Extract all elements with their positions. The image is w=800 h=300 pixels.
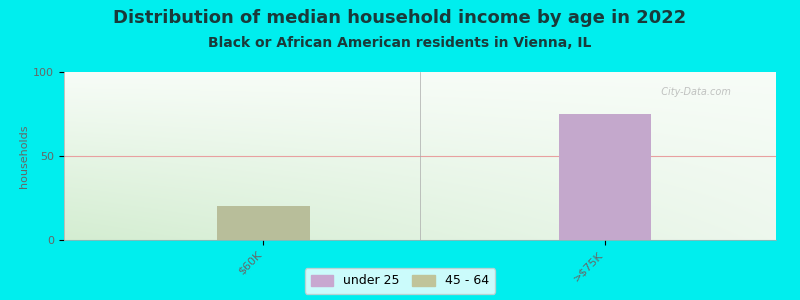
Text: City-Data.com: City-Data.com [655,87,731,97]
Text: Black or African American residents in Vienna, IL: Black or African American residents in V… [208,36,592,50]
Bar [217,206,310,240]
Bar [559,114,651,240]
Y-axis label: households: households [19,124,29,188]
Text: Distribution of median household income by age in 2022: Distribution of median household income … [114,9,686,27]
Legend: under 25, 45 - 64: under 25, 45 - 64 [305,268,495,294]
